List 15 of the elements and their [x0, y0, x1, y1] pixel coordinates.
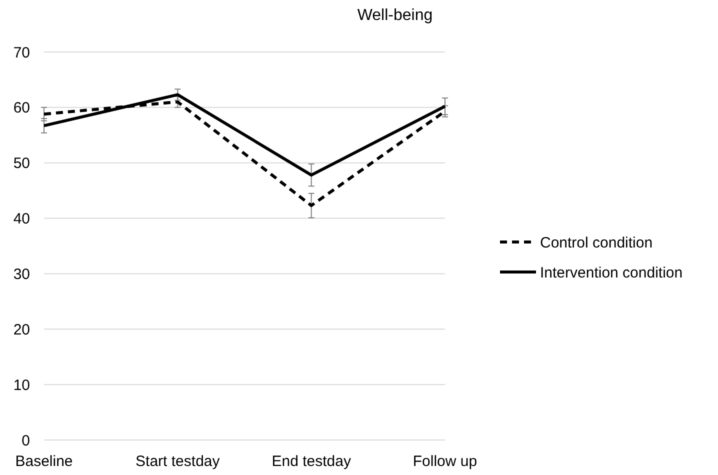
y-tick-label: 60 — [13, 100, 30, 117]
legend-label: Intervention condition — [540, 264, 683, 282]
y-tick-label: 20 — [13, 321, 30, 338]
x-tick-label: End testday — [272, 453, 352, 470]
x-tick-label: Baseline — [15, 453, 73, 470]
y-tick-label: 40 — [13, 210, 30, 228]
y-tick-label: 70 — [13, 44, 30, 62]
y-tick-label: 10 — [13, 376, 30, 394]
y-tick-label: 30 — [13, 266, 30, 283]
y-tick-label: 0 — [22, 432, 30, 450]
y-tick-label: 50 — [13, 155, 30, 172]
x-tick-label: Start testday — [136, 453, 220, 470]
x-tick-label: Follow up — [412, 453, 478, 470]
chart-title: Well-being — [357, 7, 433, 24]
legend-label: Control condition — [540, 234, 653, 252]
